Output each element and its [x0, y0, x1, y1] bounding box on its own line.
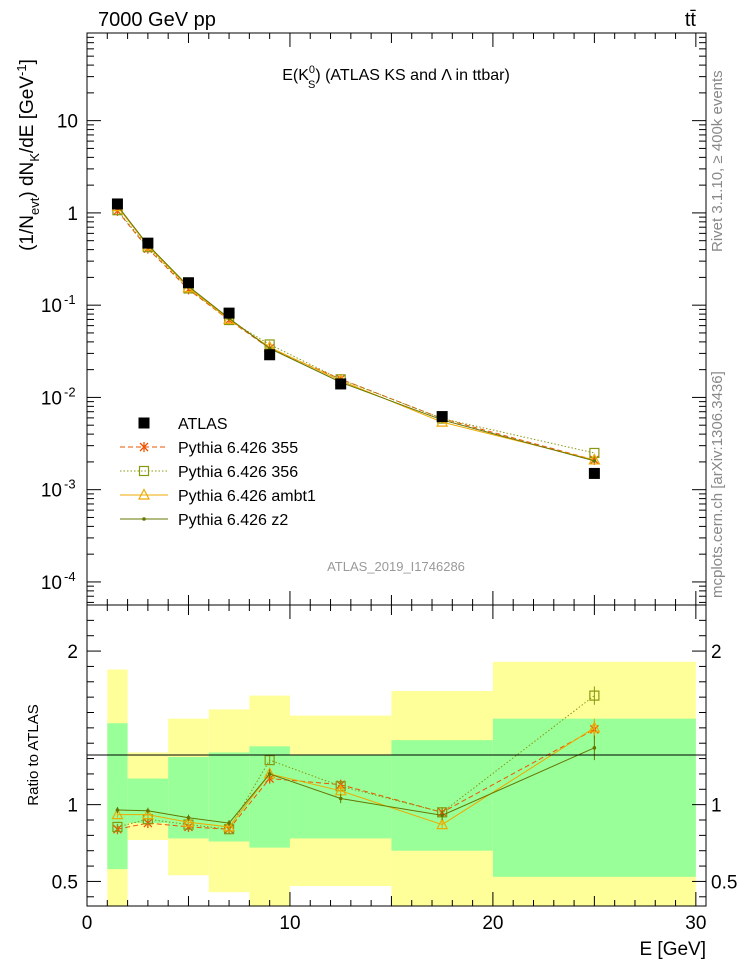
- ratio-y-tick-label-right: 0.5: [711, 872, 737, 893]
- ratio-axis-label: Ratio to ATLAS: [25, 704, 42, 805]
- ratio-y-tick-label-right: 1: [711, 796, 722, 817]
- atlas-data-point: [588, 467, 600, 479]
- y-tick-label: 10 -2: [41, 384, 76, 409]
- atlas-data-point: [111, 198, 123, 210]
- y-tick-label: 10 -4: [41, 569, 76, 594]
- legend: ATLAS Pythia 6.426 355 Pythia 6.426 356 Pyt…: [120, 416, 316, 529]
- ratio-series-line: [117, 727, 595, 828]
- mcplots-label: mcplots.cern.ch [arXiv:1306.3436]: [709, 371, 726, 598]
- ratio-series-point: [146, 808, 150, 813]
- atlas-data-point: [142, 237, 154, 249]
- ratio-y-tick-label-right: 2: [711, 642, 722, 663]
- ratio-series-line: [117, 728, 595, 830]
- legend-marker: [138, 465, 150, 477]
- y-tick-label: 10: [57, 112, 78, 133]
- x-tick-label: 0: [82, 913, 93, 934]
- series-layer: [111, 198, 601, 835]
- atlas-data-point: [182, 277, 194, 289]
- ratio-series-point: [115, 808, 120, 812]
- ratio-series-point: [588, 721, 601, 733]
- legend-label: ATLAS: [178, 416, 228, 433]
- main-series-point: [588, 453, 601, 465]
- ratio-series-point: [264, 755, 275, 766]
- ratio-series-point: [112, 821, 123, 833]
- ratio-series-point: [182, 815, 195, 827]
- x-tick-label: 30: [685, 913, 706, 934]
- ratio-series-point: [338, 796, 343, 801]
- atlas-data-point: [436, 411, 448, 423]
- ratio-series-point: [592, 746, 597, 750]
- atlas-data-point: [223, 307, 235, 319]
- legend-marker: [138, 417, 150, 429]
- ratio-series-point: [436, 817, 449, 830]
- main-series-line: [117, 205, 595, 462]
- ratio-series-point: [267, 772, 272, 776]
- main-series-line: [117, 210, 595, 461]
- main-series-point: [592, 459, 597, 463]
- ratio-band-green: [107, 723, 128, 870]
- ratio-y-tick-label: 0.5: [52, 872, 78, 893]
- legend-label: Pythia 6.426 356: [178, 464, 298, 481]
- x-axis-label: E [GeV]: [639, 939, 706, 960]
- main-series-point: [223, 312, 236, 325]
- energy-label: 7000 GeV pp: [98, 9, 216, 31]
- ratio-y-tick-label: 2: [67, 642, 78, 663]
- y-tick-label: 10 -3: [41, 477, 76, 502]
- ratio-series-point: [440, 813, 444, 818]
- legend-marker: [139, 442, 149, 452]
- ratio-series-point: [111, 807, 124, 820]
- y-tick-label: 10 -1: [41, 292, 76, 317]
- y-axis-label: (1/Nevt) dNK/dE [GeV-1]: [14, 59, 42, 251]
- legend-label: Pythia 6.426 ambt1: [178, 488, 316, 505]
- legend-label: Pythia 6.426 z2: [178, 512, 288, 529]
- ratio-series-point: [186, 815, 191, 820]
- atlas-data-point: [335, 378, 347, 390]
- y-tick-label: 1: [67, 204, 78, 225]
- legend-marker: [138, 488, 150, 500]
- analysis-id: ATLAS_2019_I1746286: [327, 559, 465, 574]
- ratio-series-point: [141, 807, 154, 820]
- ratio-y-tick-label: 1: [67, 796, 78, 817]
- ratio-series-point: [589, 690, 600, 701]
- ratio-series-point: [227, 821, 231, 825]
- legend-label: Pythia 6.426 355: [178, 440, 298, 457]
- x-tick-label: 20: [482, 913, 503, 934]
- ratio-bands: [107, 661, 696, 906]
- process-label: tt̄: [685, 9, 697, 31]
- ratio-series-point: [223, 820, 236, 832]
- atlas-data-point: [264, 349, 276, 361]
- main-series-point: [589, 447, 600, 459]
- chart-title: E(K0 S) (ATLAS KS and Λ in ttbar): [282, 64, 510, 91]
- axis-ticks: 0 10 20 30 10-4 10-3 10-2 10 -1 1 10 0.5 0.5 1 1 2 2: [41, 33, 737, 934]
- ratio-series-line: [117, 747, 595, 824]
- rivet-label: Rivet 3.1.10, ≥ 400k events: [709, 70, 726, 252]
- x-tick-label: 10: [279, 913, 300, 934]
- legend-marker: [142, 517, 146, 521]
- ratio-band-green: [391, 740, 493, 851]
